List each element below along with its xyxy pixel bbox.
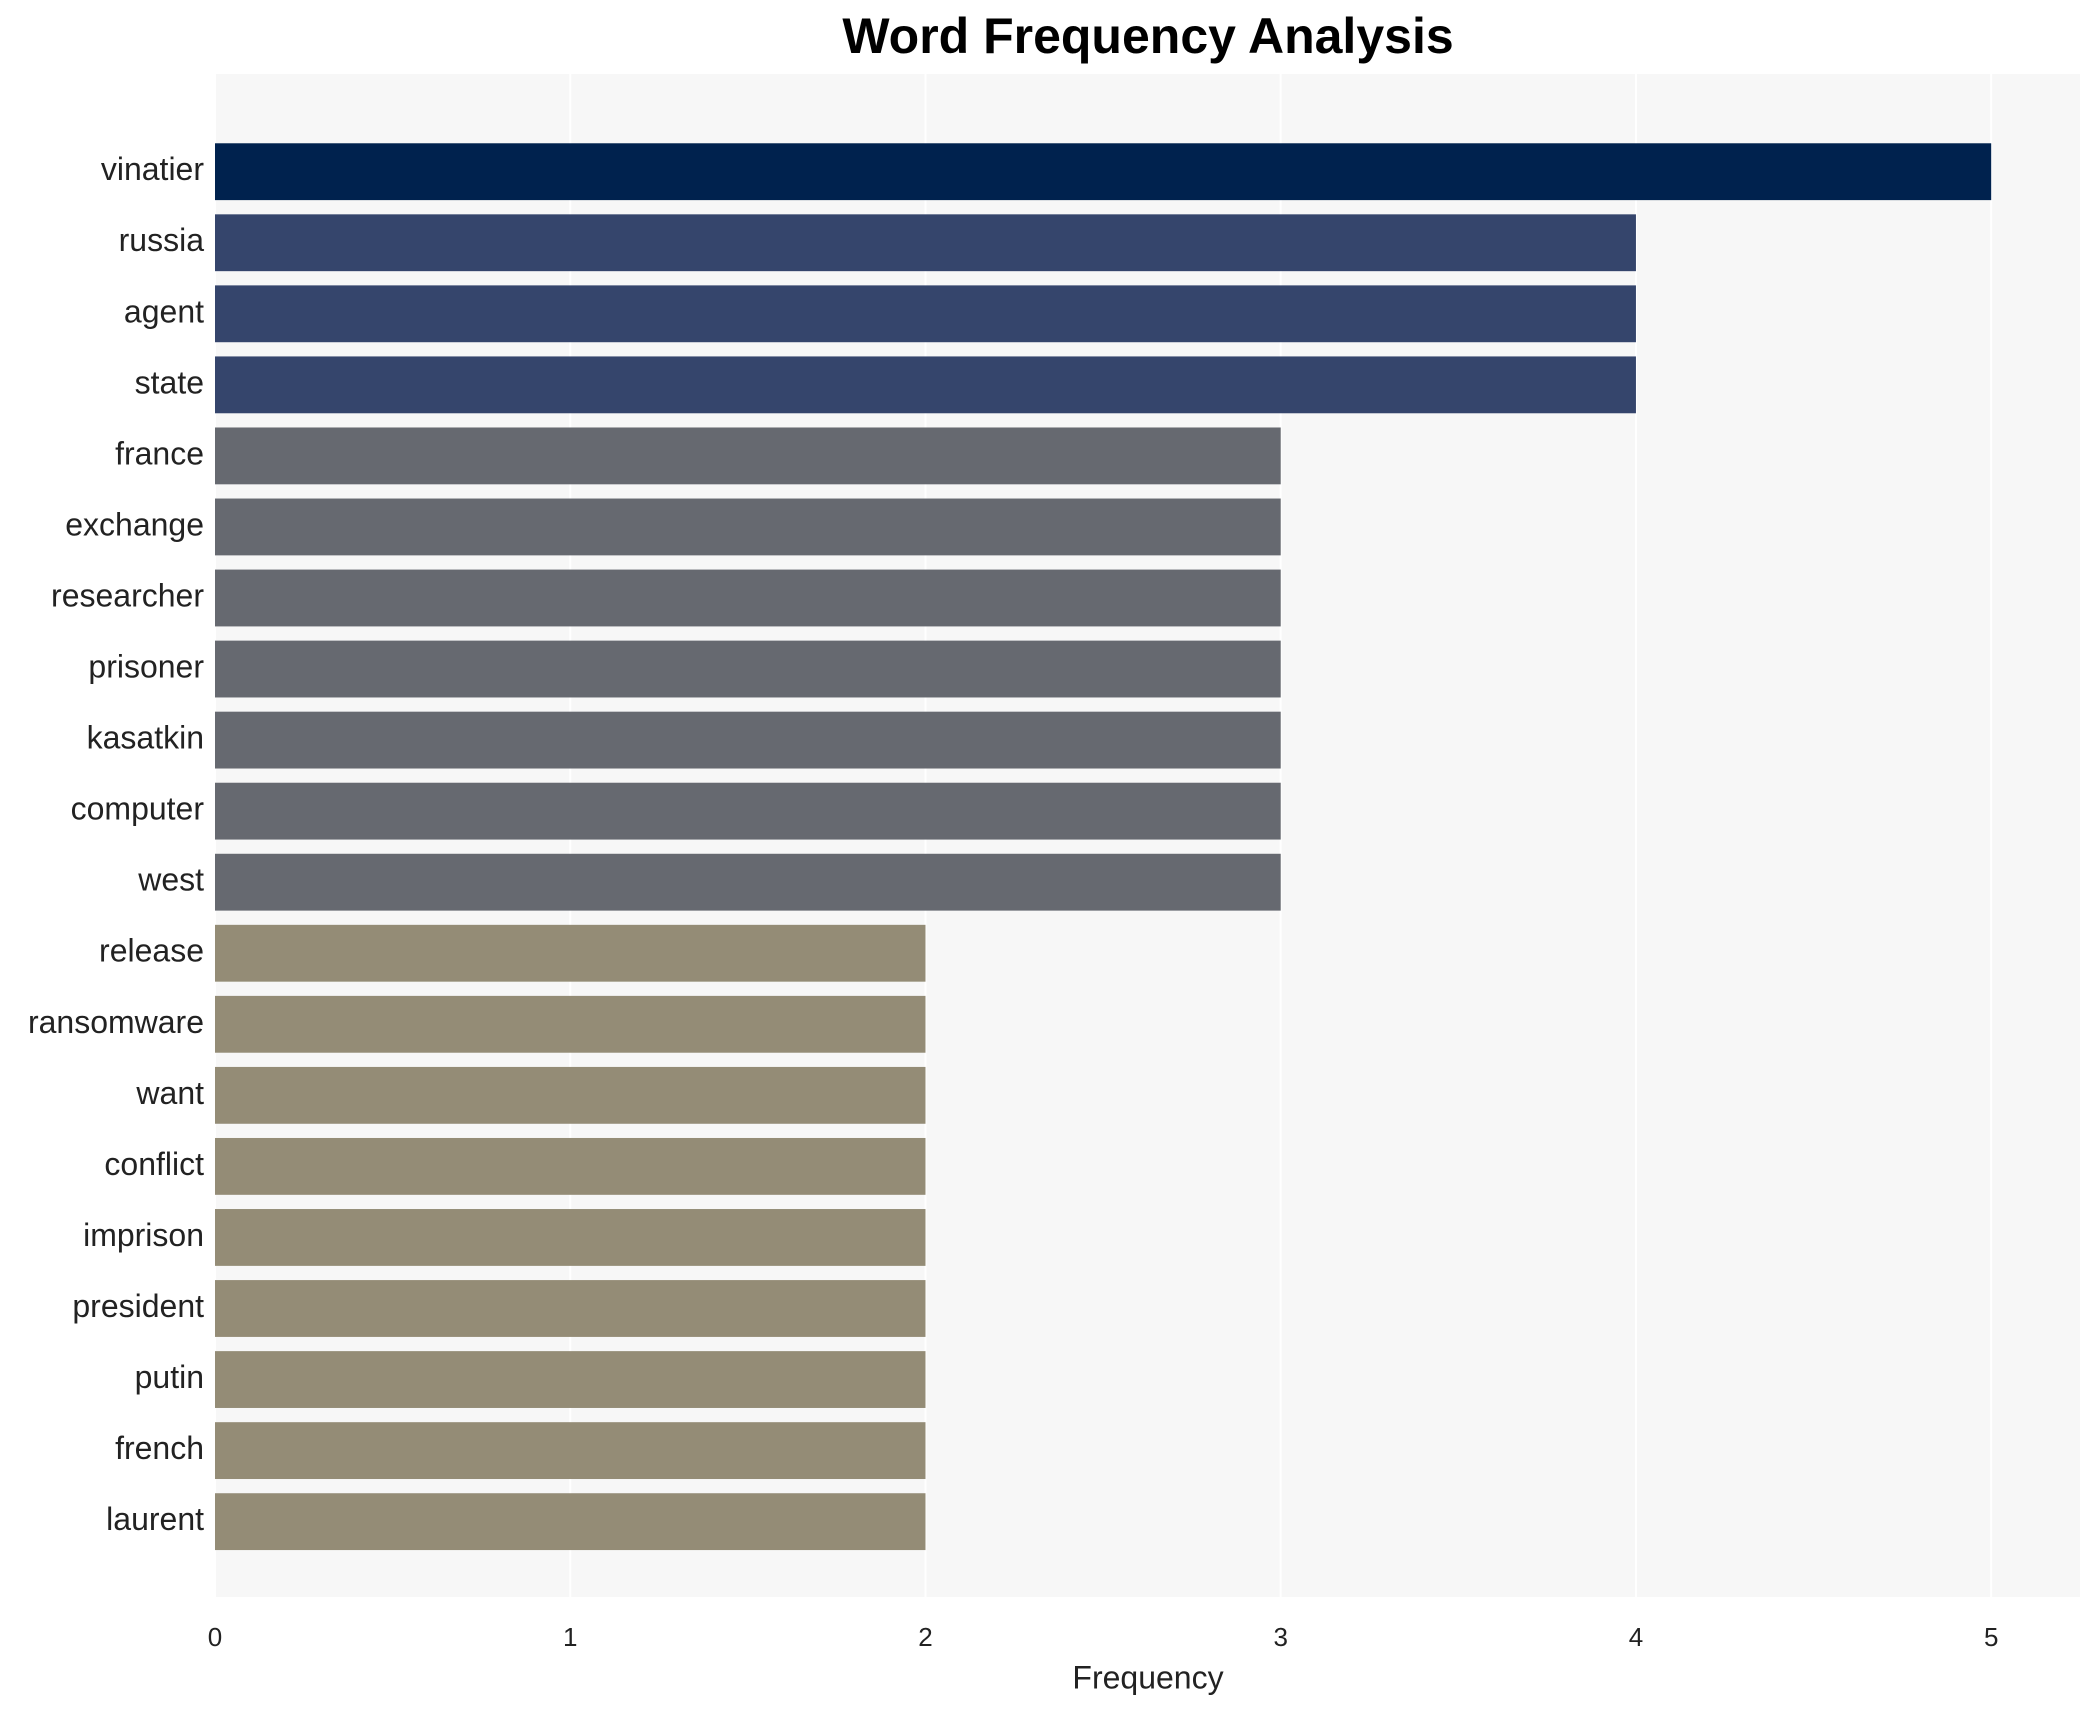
- y-tick-label: release: [99, 933, 204, 969]
- bar: [215, 214, 1636, 272]
- bar: [215, 1280, 926, 1337]
- bar: [215, 640, 1281, 698]
- x-tick-label: 4: [1629, 1622, 1643, 1652]
- y-tick-label: french: [115, 1430, 204, 1466]
- y-tick-label: russia: [119, 222, 205, 258]
- y-tick-label: west: [137, 862, 204, 898]
- bar: [215, 143, 1992, 201]
- bar: [215, 1209, 926, 1266]
- bar: [215, 1137, 926, 1195]
- bar: [215, 1493, 926, 1551]
- y-tick-label: ransomware: [28, 1004, 204, 1040]
- y-tick-label: conflict: [104, 1146, 204, 1182]
- y-tick-label: vinatier: [101, 151, 205, 187]
- y-tick-label: researcher: [51, 577, 204, 613]
- x-tick-label: 5: [1984, 1622, 1998, 1652]
- bar: [215, 924, 926, 982]
- bar: [215, 285, 1636, 343]
- bar: [215, 782, 1281, 840]
- y-tick-label: state: [135, 364, 204, 400]
- y-tick-label: putin: [135, 1359, 204, 1395]
- y-tick-label: want: [135, 1075, 204, 1111]
- bar: [215, 853, 1281, 911]
- bar: [215, 995, 926, 1053]
- bar: [215, 569, 1281, 627]
- y-tick-label: imprison: [83, 1217, 204, 1253]
- y-tick-label: prisoner: [88, 649, 204, 685]
- x-tick-label: 2: [918, 1622, 932, 1652]
- y-tick-label: agent: [124, 293, 204, 329]
- bar: [215, 427, 1281, 485]
- y-tick-label: laurent: [106, 1501, 204, 1537]
- x-tick-label: 0: [208, 1622, 222, 1652]
- bar: [215, 1066, 926, 1124]
- x-tick-label: 1: [563, 1622, 577, 1652]
- y-tick-label: kasatkin: [87, 720, 204, 756]
- y-tick-label: computer: [71, 791, 205, 827]
- bar: [215, 498, 1281, 556]
- bar: [215, 356, 1636, 414]
- bar: [215, 711, 1281, 769]
- x-tick-label: 3: [1273, 1622, 1287, 1652]
- y-tick-label: exchange: [65, 506, 204, 542]
- y-tick-label: france: [115, 435, 204, 471]
- y-tick-label: president: [72, 1288, 204, 1324]
- x-axis-label: Frequency: [1072, 1659, 1223, 1695]
- bar: [215, 1351, 926, 1408]
- chart-title: Word Frequency Analysis: [842, 8, 1453, 64]
- bar: [215, 1422, 926, 1480]
